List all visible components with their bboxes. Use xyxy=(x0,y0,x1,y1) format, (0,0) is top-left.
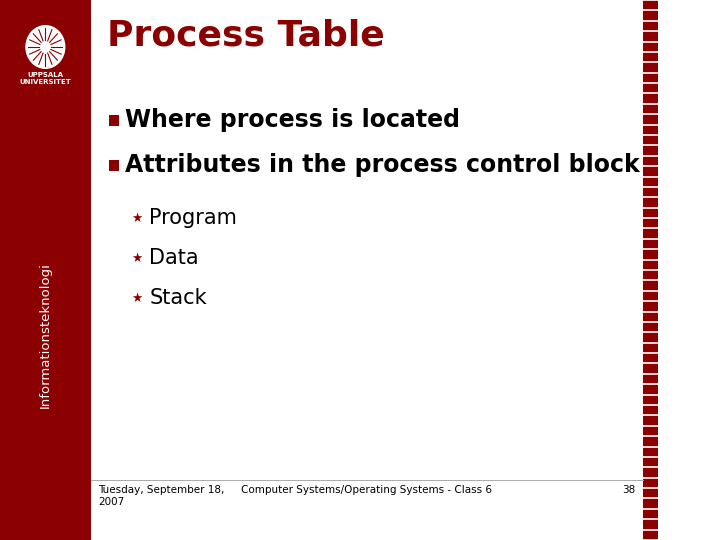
Text: ★: ★ xyxy=(131,292,142,305)
Text: ★: ★ xyxy=(131,212,142,225)
Text: Data: Data xyxy=(149,248,199,268)
Text: Tuesday, September 18,
2007: Tuesday, September 18, 2007 xyxy=(98,485,225,508)
Text: Stack: Stack xyxy=(149,288,207,308)
Text: Attributes in the process control block: Attributes in the process control block xyxy=(125,153,639,177)
Bar xyxy=(109,114,119,125)
Text: 38: 38 xyxy=(623,485,636,495)
Text: ★: ★ xyxy=(131,252,142,265)
Circle shape xyxy=(25,25,66,69)
Text: UPPSALA
UNIVERSITET: UPPSALA UNIVERSITET xyxy=(19,72,71,85)
Text: Computer Systems/Operating Systems - Class 6: Computer Systems/Operating Systems - Cla… xyxy=(241,485,492,495)
Text: Program: Program xyxy=(149,208,237,228)
Text: Process Table: Process Table xyxy=(107,18,385,52)
Bar xyxy=(0,0,91,540)
Text: Informationsteknologi: Informationsteknologi xyxy=(39,262,52,408)
Bar xyxy=(109,159,119,171)
Bar xyxy=(643,0,657,540)
Text: Where process is located: Where process is located xyxy=(125,108,459,132)
